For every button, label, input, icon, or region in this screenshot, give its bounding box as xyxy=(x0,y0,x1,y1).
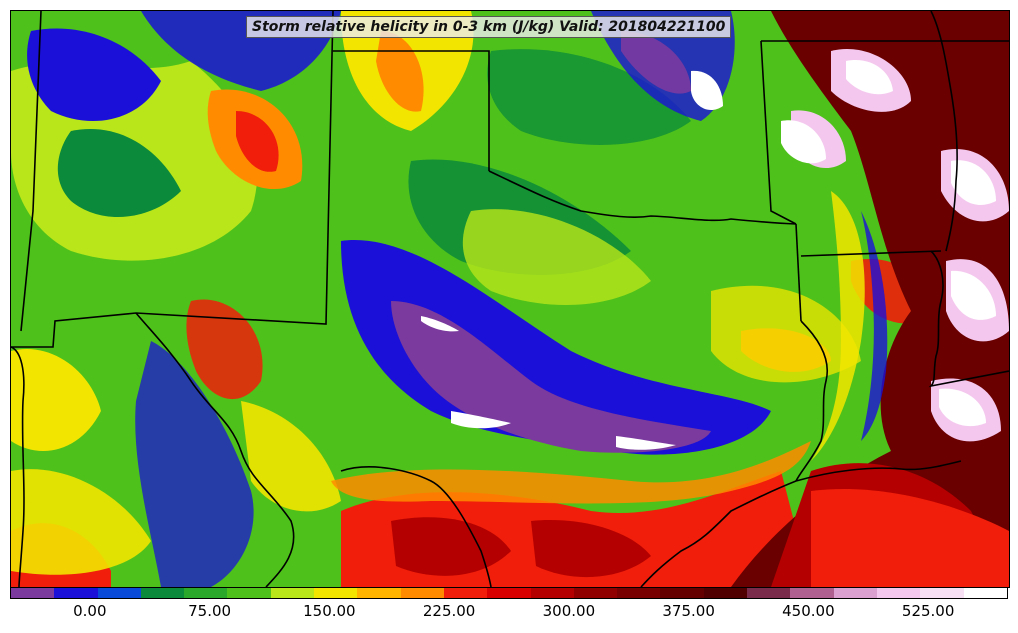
helicity-region-central-white-streak-3 xyxy=(421,316,459,332)
helicity-region-gulf-orange-edge xyxy=(331,441,811,504)
helicity-region-nm-red xyxy=(236,111,279,172)
helicity-region-gulf-darkred xyxy=(391,517,511,576)
colorbar-segment xyxy=(443,588,488,598)
helicity-region-west-blue xyxy=(27,28,162,121)
helicity-region-swtx-blue xyxy=(135,341,254,587)
colorbar-tick-label: 75.00 xyxy=(188,602,232,620)
helicity-region-gulf-darkred-2 xyxy=(531,520,651,578)
helicity-region-east-white-1 xyxy=(846,60,893,95)
state-borders xyxy=(11,11,1009,587)
border-tx-rio-grande-west xyxy=(11,346,25,587)
colorbar-segment xyxy=(97,588,141,598)
map-title: Storm relative helicity in 0-3 km (J/kg)… xyxy=(246,16,732,38)
helicity-region-east-white-3 xyxy=(951,270,996,320)
colorbar-tick-label: 525.00 xyxy=(901,602,955,620)
helicity-region-ne-white-blob-2 xyxy=(691,70,723,111)
map-panel: Storm relative helicity in 0-3 km (J/kg)… xyxy=(10,10,1010,588)
helicity-region-ne-purple xyxy=(621,31,691,94)
colorbar-segment xyxy=(790,588,834,598)
colorbar-segment xyxy=(227,588,271,598)
colorbar-segment xyxy=(573,588,618,598)
helicity-map xyxy=(11,11,1009,587)
colorbar-segment xyxy=(747,588,791,598)
helicity-region-central-white-streak-2 xyxy=(616,436,676,450)
colorbar-segment xyxy=(920,588,964,598)
helicity-region-arkansas-yellow xyxy=(711,285,861,383)
border-ar-west xyxy=(795,223,802,322)
colorbar-segment xyxy=(54,588,98,598)
helicity-region-east-maroon xyxy=(731,11,1009,587)
helicity-region-east-blue-band xyxy=(861,211,888,441)
helicity-region-north-texas-yellowgreen xyxy=(462,209,651,305)
colorbar-segment xyxy=(487,588,531,598)
colorbar-tick-label: 300.00 xyxy=(542,602,596,620)
helicity-region-ne-white-blob xyxy=(781,120,826,164)
colorbar-segment xyxy=(357,588,401,598)
helicity-region-swtx-red-cells xyxy=(186,299,263,400)
colorbar-segment xyxy=(833,588,877,598)
border-la-tx xyxy=(795,320,828,482)
helicity-region-east-yellow-band xyxy=(811,191,865,461)
border-ok-panhandle xyxy=(333,50,490,171)
colorbar-segment xyxy=(400,588,444,598)
colorbar-segment xyxy=(660,588,704,598)
border-ar-la xyxy=(800,250,942,257)
border-tx-mexico-south xyxy=(340,466,492,587)
helicity-region-swtx-yellow xyxy=(241,401,341,512)
colorbar xyxy=(10,587,1008,599)
helicity-region-east-white-2 xyxy=(951,160,996,205)
colorbar-tick-label: 450.00 xyxy=(782,602,835,620)
helicity-region-west-orange-patch xyxy=(11,349,101,451)
colorbar-tick-label: 150.00 xyxy=(303,602,356,620)
border-ms-east xyxy=(930,11,958,252)
border-tx-rio-grande xyxy=(135,312,295,587)
helicity-region-southeast-red xyxy=(811,489,1009,587)
border-gulf-coast xyxy=(640,480,797,587)
border-la-coast xyxy=(795,460,962,482)
colorbar-tick-label: 225.00 xyxy=(422,602,476,620)
colorbar-tick-label: 375.00 xyxy=(662,602,715,620)
border-ok-ks xyxy=(760,40,797,225)
colorbar-segment xyxy=(11,588,55,598)
helicity-region-east-white-4 xyxy=(939,388,986,427)
colorbar-segment xyxy=(270,588,315,598)
colorbar-segment xyxy=(703,588,748,598)
colorbar-tick-label: 0.00 xyxy=(73,602,107,620)
border-ok-red-river xyxy=(488,170,797,225)
colorbar-tick-labels: 0.00 75.00 150.00 225.00 300.00 375.00 450.00 5… xyxy=(10,600,1008,630)
colorbar-segment xyxy=(617,588,661,598)
helicity-region-central-white-streak-1 xyxy=(451,411,511,429)
helicity-region-west-darkgreen xyxy=(57,129,182,218)
colorbar-segment xyxy=(530,588,574,598)
colorbar-segment xyxy=(876,588,921,598)
colorbar-segment xyxy=(963,588,1007,598)
colorbar-segment xyxy=(314,588,358,598)
helicity-region-kansas-darkgreen xyxy=(487,49,691,145)
border-nm-west xyxy=(20,11,42,332)
border-la-ms xyxy=(928,250,1009,388)
helicity-region-sw-yellow xyxy=(11,469,151,575)
colorbar-segment xyxy=(140,588,185,598)
border-nm-az-southeast xyxy=(11,11,334,348)
colorbar-segment xyxy=(184,588,228,598)
